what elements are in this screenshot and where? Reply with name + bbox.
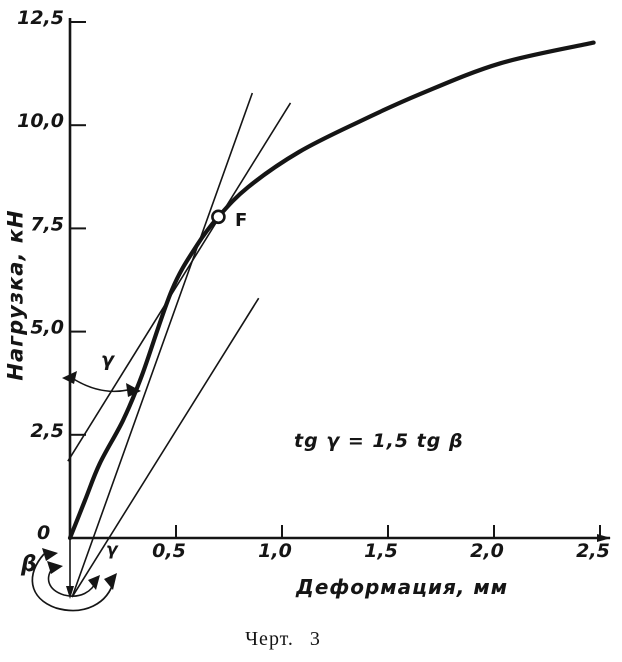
figure-caption: Черт. 3 [245,628,321,650]
beta-gamma-angle-arcs [31,548,117,612]
y-tick-label: 5,0 [30,317,64,339]
x-tick-label: 1,0 [258,540,292,562]
origin-label: 0 [37,522,51,544]
axes: 0,5 1,0 1,5 2,0 2,5 2,5 5,0 7,5 10,0 12,5 [17,7,611,599]
gamma-arc-arrowhead2 [88,575,100,590]
load-deformation-curve [67,40,596,541]
y-tick-label: 7,5 [30,213,64,235]
arc-arrowhead-left [62,371,77,384]
x-tick-label: 2,5 [576,540,610,562]
y-axis-title: Нагрузка, кН [3,209,28,381]
x-axis-ticks: 0,5 1,0 1,5 2,0 2,5 [152,525,610,562]
beta-arc-arrowhead [42,548,58,561]
point-F-label: F [235,210,248,231]
axis-lines [68,18,610,540]
y-tick-label: 2,5 [30,420,64,442]
gamma-angle-arc [62,371,141,397]
beta-arc [31,553,115,612]
beta-arc-arrowhead2 [104,573,117,590]
x-tick-label: 1,5 [364,540,398,562]
gamma-arc [47,565,98,597]
gamma-angle-label-lower: γ [106,540,118,560]
beta-tangent-line [71,92,254,598]
beta-angle-label: β [21,552,37,577]
point-F-marker [211,209,226,225]
arc-arrowhead-right [126,383,141,397]
gamma-arc-arrowhead [47,561,63,574]
y-tick-label: 12,5 [17,7,64,29]
gamma-angle-label: γ [101,349,114,371]
x-tick-label: 0,5 [152,540,186,562]
x-axis-title: Деформация, мм [296,575,509,599]
formula-annotation: tg γ = 1,5 tg β [294,430,464,452]
gamma-secant-line [67,102,292,462]
x-tick-label: 2,0 [470,540,504,562]
y-axis-ticks: 2,5 5,0 7,5 10,0 12,5 [17,7,86,442]
gamma-construction-line [71,297,260,598]
y-tick-label: 10,0 [17,110,64,132]
pole-arrowhead [66,586,74,599]
